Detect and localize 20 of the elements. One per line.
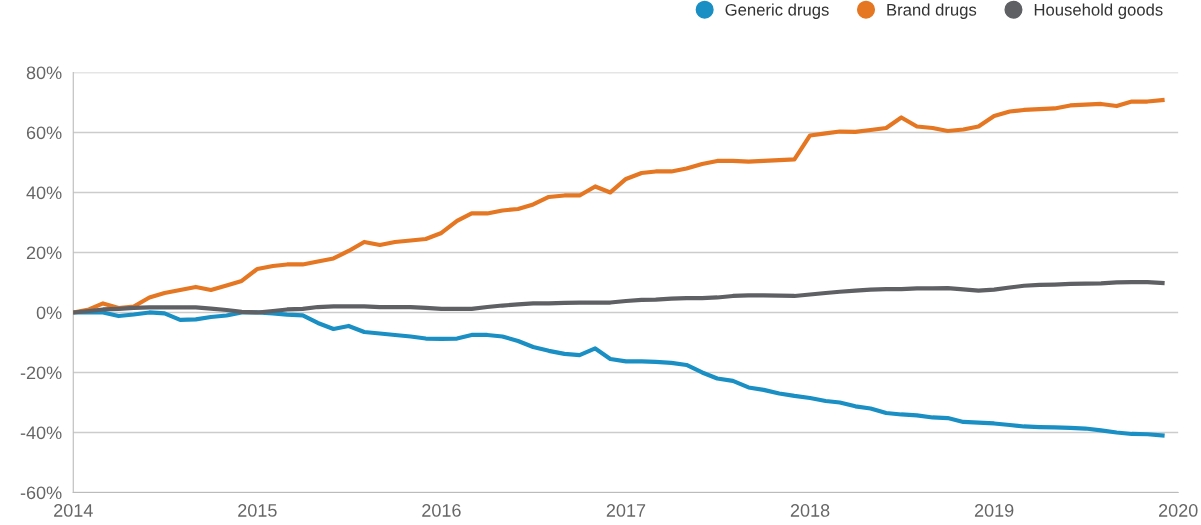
x-tick-label: 2020 xyxy=(1159,504,1198,517)
y-tick-label: 80% xyxy=(26,66,62,80)
y-tick-label: 0% xyxy=(36,306,62,320)
y-tick-label: 40% xyxy=(26,186,62,200)
line-series xyxy=(73,280,1165,315)
y-tick-label: -40% xyxy=(20,426,62,440)
line-series xyxy=(73,310,1165,438)
x-tick-label: 2018 xyxy=(790,504,830,517)
x-tick-label: 2015 xyxy=(238,504,277,517)
legend-label: Brand drugs xyxy=(887,3,977,19)
legend-label: Household goods xyxy=(1034,3,1163,19)
y-tick-label: -60% xyxy=(20,486,62,500)
y-tick-label: 60% xyxy=(26,126,62,140)
x-tick-label: 2014 xyxy=(54,504,93,517)
x-tick-label: 2017 xyxy=(606,504,646,517)
y-tick-label: -20% xyxy=(20,366,62,380)
y-tick-label: 20% xyxy=(26,246,62,260)
legend-label: Generic drugs xyxy=(725,3,829,19)
x-tick-label: 2016 xyxy=(422,504,461,517)
x-tick-label: 2019 xyxy=(974,504,1014,517)
